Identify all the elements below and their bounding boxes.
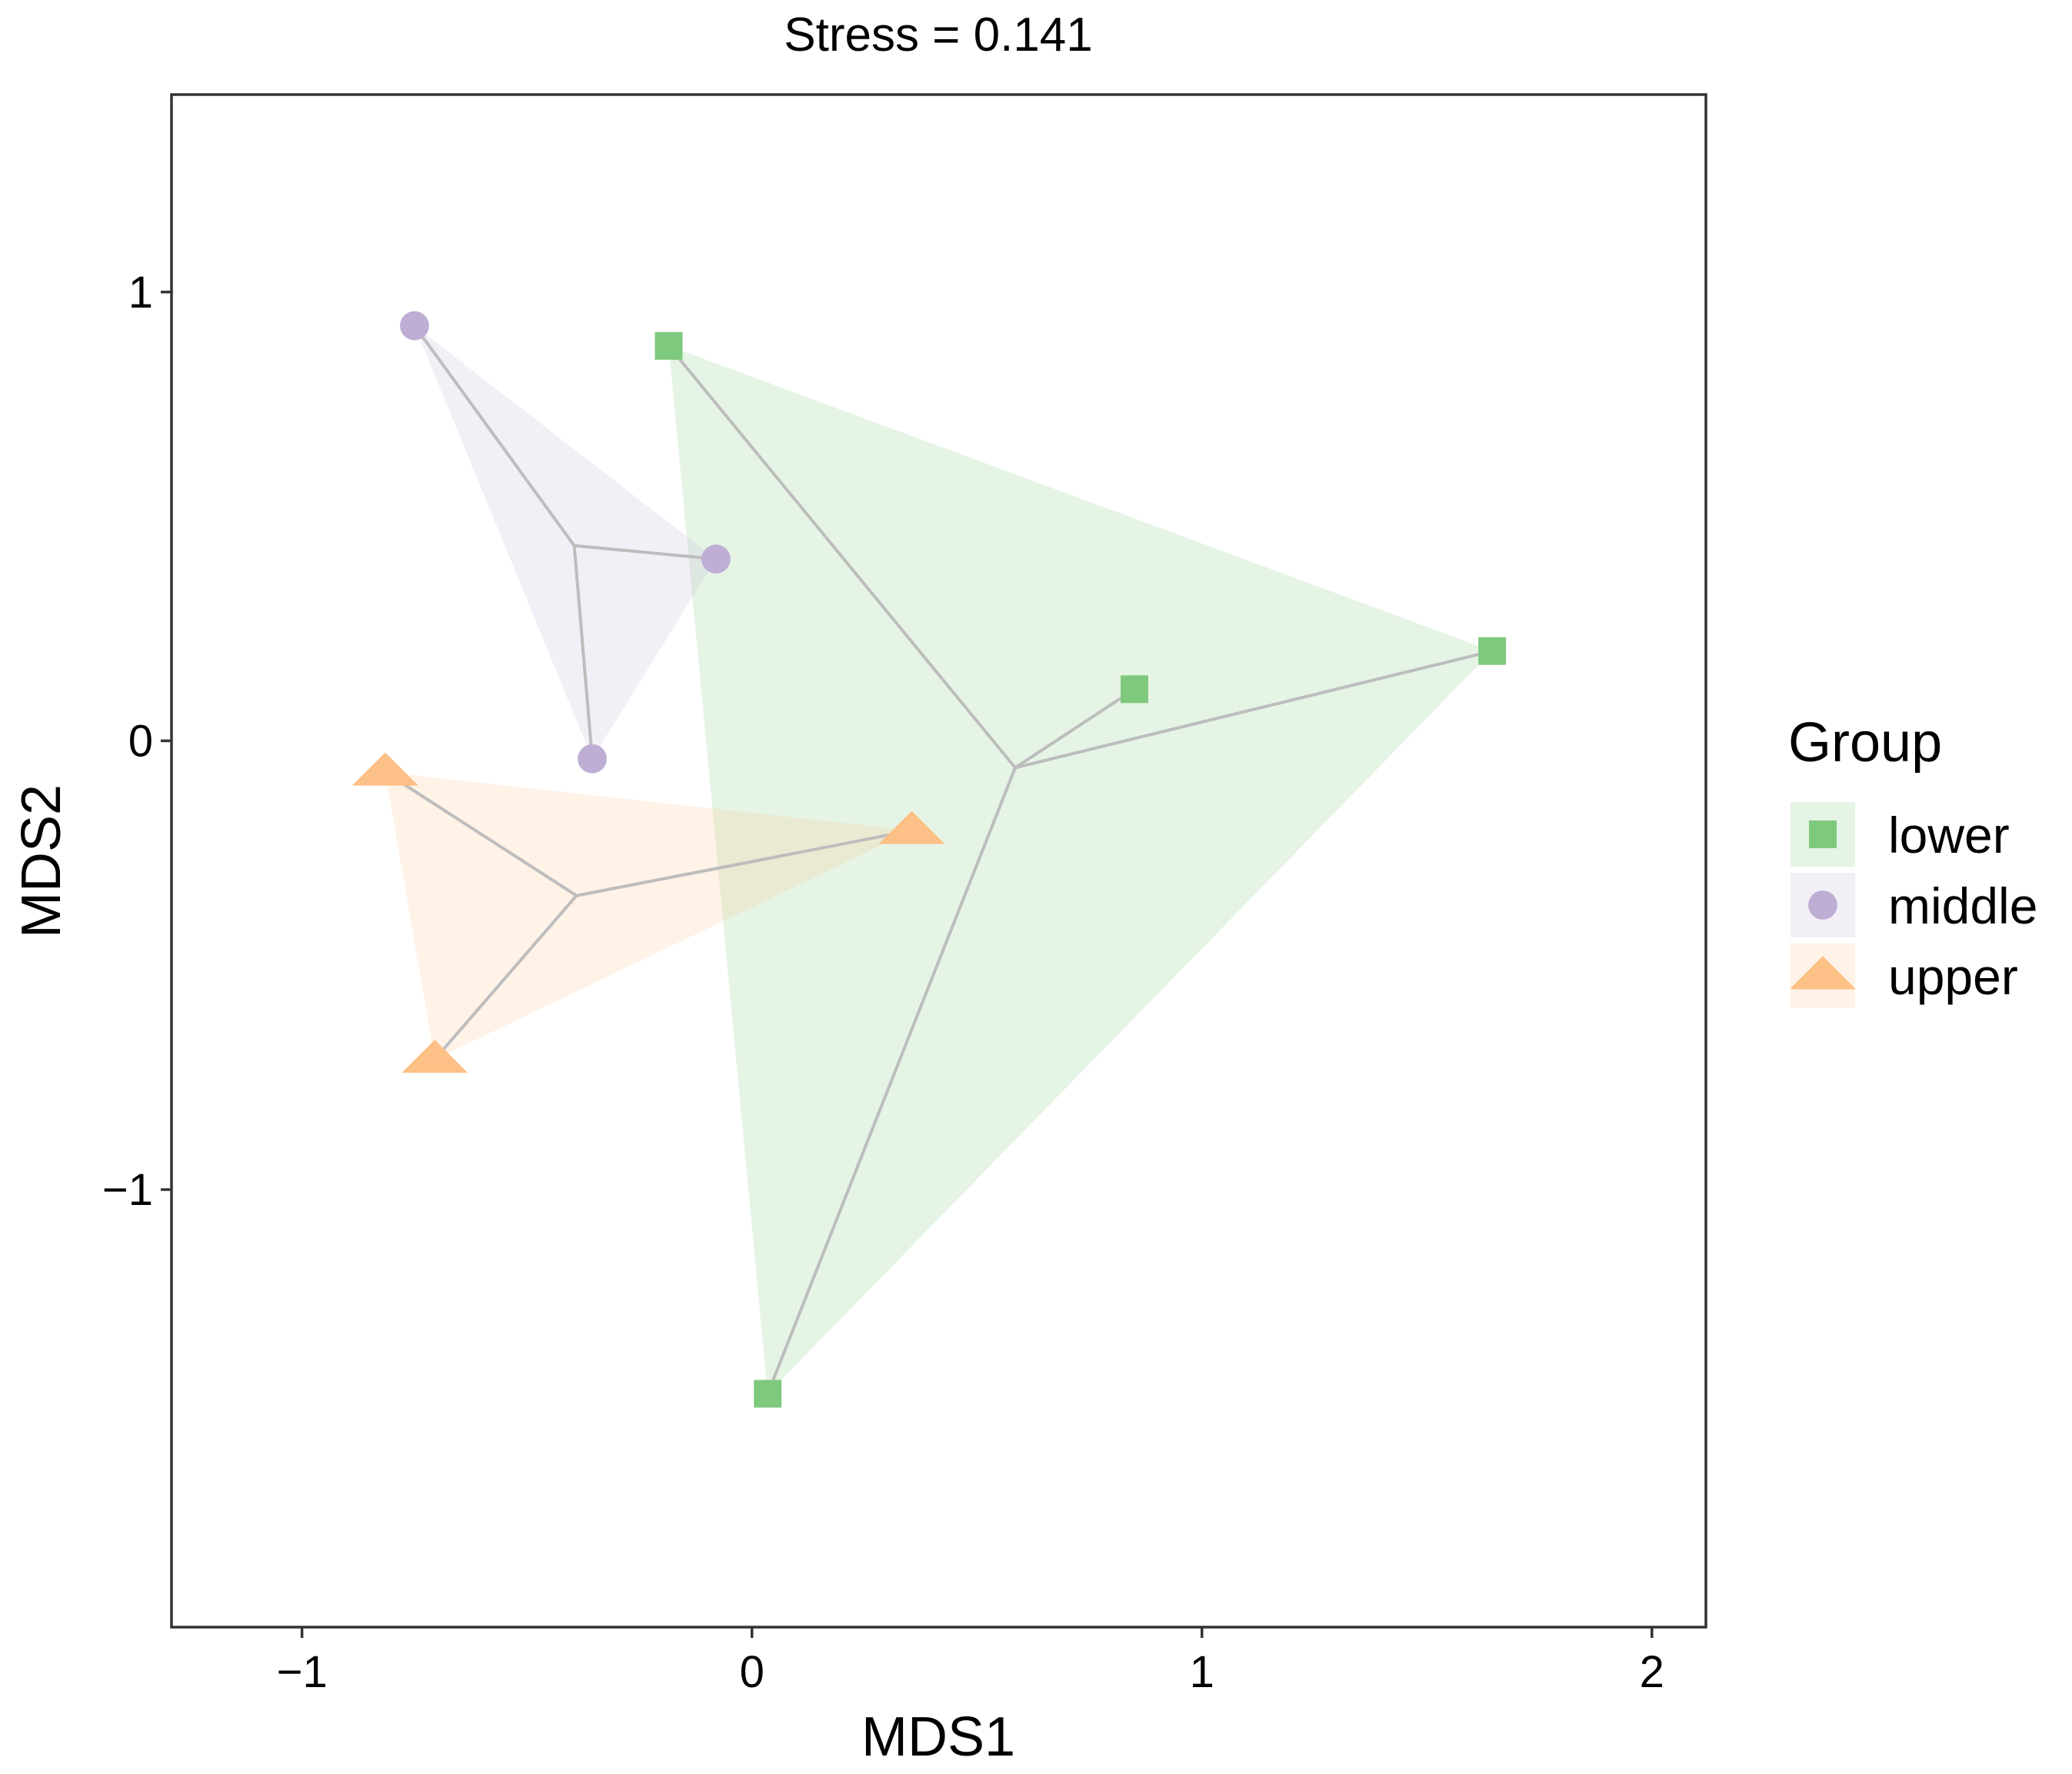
spider-line-upper xyxy=(433,894,578,1061)
spider-line-middle xyxy=(572,545,595,759)
legend: Group lower middle upper xyxy=(1788,712,2037,1008)
spider-line-middle xyxy=(574,544,717,561)
legend-title: Group xyxy=(1788,712,1942,774)
y-tick-label: −1 xyxy=(102,1165,153,1215)
spider-line-lower xyxy=(1014,649,1493,770)
point-middle xyxy=(400,311,429,341)
hull-middle xyxy=(414,325,716,759)
points-layer xyxy=(351,311,1507,1408)
legend-label-middle: middle xyxy=(1888,877,2037,934)
x-tick-label: 1 xyxy=(1190,1647,1214,1697)
point-upper xyxy=(401,1040,468,1073)
point-middle xyxy=(578,744,607,774)
point-upper xyxy=(351,752,418,786)
point-upper xyxy=(878,810,945,844)
point-lower xyxy=(1478,637,1507,665)
spider-layer xyxy=(384,325,1493,1395)
x-axis-label: MDS1 xyxy=(861,1706,1015,1768)
legend-marker-lower xyxy=(1809,820,1837,848)
spider-line-upper xyxy=(384,771,578,897)
x-tick-label: 2 xyxy=(1640,1647,1664,1697)
plot-panel xyxy=(172,95,1706,1627)
y-tick-label: 0 xyxy=(128,716,153,766)
x-tick-label: −1 xyxy=(277,1647,328,1697)
spider-line-lower xyxy=(1014,687,1136,770)
spider-line-middle xyxy=(413,325,576,547)
legend-marker-upper xyxy=(1789,956,1857,990)
legend-item-lower: lower xyxy=(1791,802,2010,867)
point-lower xyxy=(1120,675,1148,704)
spider-line-lower xyxy=(766,767,1017,1395)
x-tick-label: 0 xyxy=(740,1647,765,1697)
hull-upper xyxy=(385,772,912,1060)
point-middle xyxy=(701,544,731,574)
legend-label-lower: lower xyxy=(1888,807,2010,864)
point-lower xyxy=(655,331,683,360)
legend-label-upper: upper xyxy=(1888,948,2018,1005)
hull-lower xyxy=(668,345,1493,1394)
spider-line-lower xyxy=(667,344,1017,769)
point-lower xyxy=(754,1380,782,1408)
legend-marker-middle xyxy=(1808,890,1837,920)
legend-item-upper: upper xyxy=(1789,944,2018,1008)
hull-layer xyxy=(385,325,1493,1394)
y-tick-label: 1 xyxy=(128,268,153,318)
spider-line-upper xyxy=(576,829,912,897)
y-axis-label: MDS2 xyxy=(11,784,72,938)
chart-title: Stress = 0.141 xyxy=(784,8,1093,62)
legend-item-middle: middle xyxy=(1791,873,2037,937)
plot-border xyxy=(170,93,1707,1629)
y-axis: −1 0 1 xyxy=(102,268,172,1215)
x-axis: −1 0 1 2 xyxy=(277,1627,1664,1697)
